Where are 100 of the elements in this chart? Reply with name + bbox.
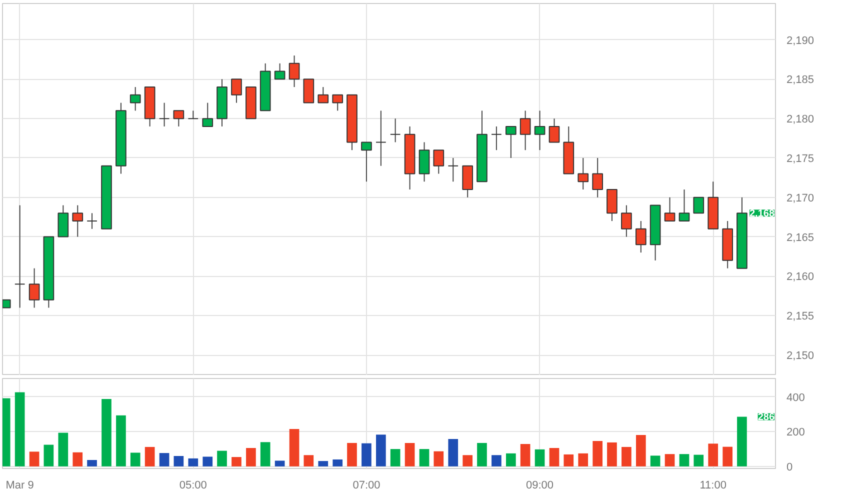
- candlestick: [376, 110, 386, 166]
- bar: [188, 458, 198, 466]
- candlestick: [418, 142, 430, 182]
- bar: [102, 399, 112, 466]
- bar: [29, 452, 40, 466]
- bar: [448, 438, 458, 466]
- y-tick-label: 0: [786, 461, 793, 474]
- bar: [592, 441, 603, 466]
- bar: [462, 455, 473, 466]
- x-tick-label: 07:00: [352, 480, 380, 492]
- bar: [58, 432, 68, 466]
- y-tick-label: 2,160: [786, 271, 814, 284]
- y-tick-label: 2,180: [786, 114, 814, 126]
- bar: [708, 444, 718, 466]
- bar: [578, 453, 588, 466]
- bar: [14, 392, 25, 466]
- bar: [722, 446, 732, 466]
- bar: [622, 446, 632, 466]
- y-tick-label: 2,190: [786, 34, 814, 47]
- candlestick: [506, 126, 516, 158]
- bar: [362, 443, 372, 466]
- candlestick: [592, 157, 604, 198]
- candlestick: [448, 157, 459, 182]
- candlestick: [606, 189, 618, 222]
- candlestick: [390, 118, 401, 143]
- x-tick-label: Mar 9: [6, 480, 34, 492]
- bar: [304, 455, 314, 466]
- candlestick: [578, 157, 589, 190]
- bar: [332, 459, 343, 466]
- candlestick: [693, 196, 704, 214]
- candlestick: [72, 204, 84, 238]
- bar: [174, 456, 184, 466]
- bar: [506, 453, 516, 466]
- bar: [390, 449, 400, 466]
- bar: [159, 453, 170, 466]
- bar: [347, 442, 357, 466]
- bar: [534, 449, 545, 466]
- candlestick: [548, 118, 560, 143]
- candlestick: [491, 126, 502, 151]
- bar: [144, 446, 155, 466]
- candlestick: [231, 78, 242, 104]
- y-tick-label: 400: [786, 392, 805, 404]
- bar: [664, 454, 675, 466]
- bar: [477, 442, 487, 466]
- bar: [520, 444, 530, 466]
- candlestick: [173, 110, 184, 127]
- bar: [87, 460, 97, 466]
- y-tick-label: 2,150: [786, 350, 814, 362]
- candlestick: [288, 55, 300, 88]
- bar: [650, 456, 660, 466]
- candlestick: [274, 62, 286, 80]
- bar: [260, 442, 270, 466]
- annotation: 286: [758, 412, 775, 424]
- bar: [636, 434, 646, 466]
- candlestick: [433, 150, 444, 174]
- bar: [318, 461, 328, 466]
- y-tick-label: 200: [786, 426, 805, 439]
- bar: [246, 448, 256, 466]
- bar: [217, 450, 227, 466]
- bar: [607, 442, 617, 466]
- bar: [492, 455, 502, 466]
- candlestick: [664, 196, 676, 222]
- candlestick: [202, 102, 214, 127]
- bar: [434, 451, 444, 466]
- candlestick: [332, 94, 344, 112]
- y-tick-label: 2,185: [786, 74, 814, 86]
- x-tick-label: 05:00: [179, 480, 207, 492]
- candlestick: [636, 220, 646, 254]
- bar: [376, 434, 386, 466]
- bar: [44, 444, 54, 466]
- candlestick: [303, 78, 314, 104]
- y-tick-label: 2,165: [786, 232, 814, 244]
- candlestick: [534, 110, 546, 151]
- bar: [274, 460, 285, 466]
- bar: [202, 456, 213, 466]
- bar: [116, 415, 126, 466]
- candlestick: [130, 86, 141, 112]
- x-tick-label: 09:00: [526, 480, 554, 492]
- bar: [737, 416, 747, 466]
- candlestick: [14, 204, 26, 308]
- candlestick: [58, 204, 69, 238]
- candlestick: [361, 142, 372, 182]
- bar: [72, 452, 83, 466]
- bar: [419, 449, 430, 466]
- bar: [289, 429, 300, 466]
- bar: [549, 448, 560, 466]
- y-tick-label: 2,175: [786, 152, 814, 165]
- bar: [232, 457, 242, 466]
- candlestick: [158, 102, 170, 127]
- x-tick-label: 11:00: [700, 480, 726, 492]
- bar: [404, 442, 415, 466]
- candlestick: [188, 110, 199, 120]
- bar: [694, 454, 704, 466]
- candlestick: [86, 212, 98, 230]
- candlestick: [678, 189, 690, 222]
- candlestick: [520, 110, 531, 151]
- bar: [679, 454, 690, 466]
- y-tick-label: 2,155: [786, 310, 814, 323]
- candlestick: [462, 165, 474, 198]
- bar: [130, 452, 140, 466]
